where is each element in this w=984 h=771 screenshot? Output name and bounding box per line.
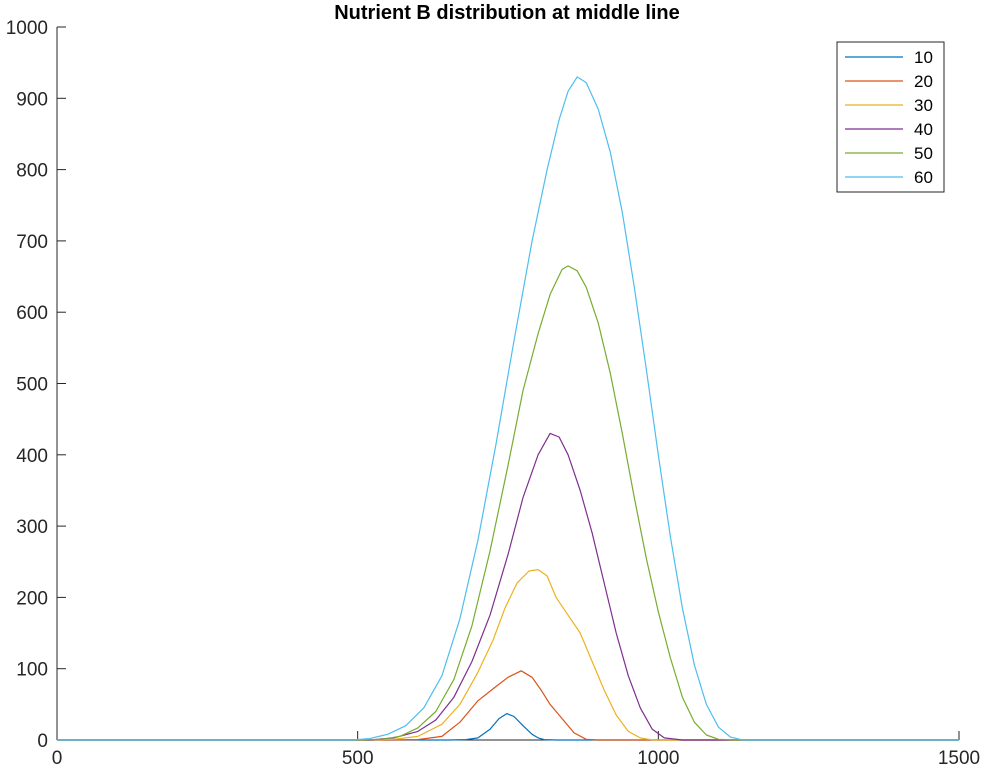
x-tick-label: 1000 [637,748,679,769]
legend: 10 20 30 40 50 60 [836,41,945,193]
series-line-60 [57,76,959,741]
legend-label-60: 60 [914,168,933,187]
y-tick-label: 700 [16,232,48,253]
x-tick-label: 0 [52,748,63,769]
y-tick-label: 100 [16,660,48,681]
y-tick-label: 600 [16,303,48,324]
y-tick-label: 0 [37,731,48,752]
legend-box [836,41,945,193]
y-tick-label: 1000 [6,18,48,39]
series-line-10 [57,713,959,741]
series-line-50 [57,265,959,741]
series-line-30 [57,569,959,741]
x-tick-label: 1500 [938,748,980,769]
legend-label-50: 50 [914,144,933,163]
series-group [57,76,959,741]
y-tick-label: 500 [16,375,48,396]
y-tick-label: 400 [16,446,48,467]
y-tick-label: 300 [16,517,48,538]
legend-label-40: 40 [914,120,933,139]
x-tick-label: 500 [342,748,374,769]
legend-label-30: 30 [914,96,933,115]
axes: 0 500 1000 1500 0 100 200 300 400 500 600 700 800 900… [6,18,980,769]
y-tick-label: 900 [16,89,48,110]
chart-title: Nutrient B distribution at middle line [334,2,680,24]
legend-label-20: 20 [914,72,933,91]
legend-label-10: 10 [914,48,933,67]
y-tick-label: 800 [16,161,48,182]
series-line-40 [57,432,959,741]
series-line-20 [57,670,959,741]
y-tick-label: 200 [16,588,48,609]
